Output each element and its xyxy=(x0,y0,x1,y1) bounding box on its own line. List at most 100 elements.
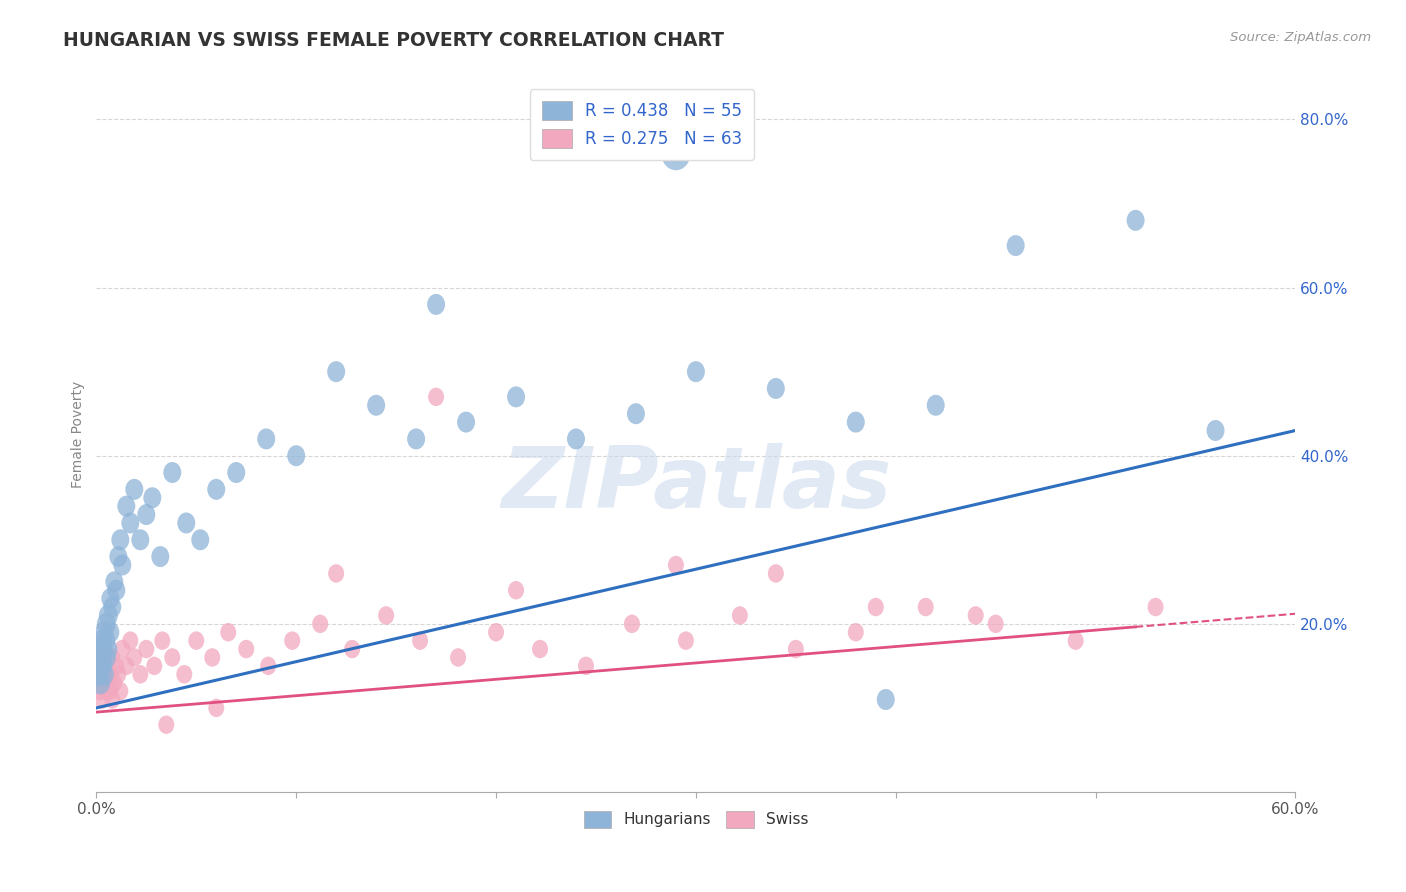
Ellipse shape xyxy=(848,623,863,641)
Ellipse shape xyxy=(104,648,121,666)
Ellipse shape xyxy=(450,648,465,666)
Ellipse shape xyxy=(1147,598,1164,616)
Ellipse shape xyxy=(91,655,110,677)
Ellipse shape xyxy=(105,571,124,592)
Text: HUNGARIAN VS SWISS FEMALE POVERTY CORRELATION CHART: HUNGARIAN VS SWISS FEMALE POVERTY CORREL… xyxy=(63,31,724,50)
Legend: Hungarians, Swiss: Hungarians, Swiss xyxy=(578,805,814,834)
Ellipse shape xyxy=(624,615,640,633)
Ellipse shape xyxy=(93,648,108,666)
Ellipse shape xyxy=(578,657,593,675)
Ellipse shape xyxy=(101,588,120,609)
Ellipse shape xyxy=(766,378,785,399)
Ellipse shape xyxy=(152,546,169,567)
Ellipse shape xyxy=(118,657,135,675)
Ellipse shape xyxy=(868,598,884,616)
Ellipse shape xyxy=(177,513,195,533)
Ellipse shape xyxy=(408,428,425,450)
Ellipse shape xyxy=(90,657,107,675)
Ellipse shape xyxy=(204,648,221,666)
Ellipse shape xyxy=(100,639,117,659)
Ellipse shape xyxy=(457,411,475,433)
Ellipse shape xyxy=(155,632,170,650)
Ellipse shape xyxy=(93,681,108,700)
Ellipse shape xyxy=(93,630,112,652)
Ellipse shape xyxy=(100,648,117,666)
Ellipse shape xyxy=(165,648,180,666)
Ellipse shape xyxy=(287,445,305,467)
Ellipse shape xyxy=(1007,235,1025,256)
Ellipse shape xyxy=(678,632,695,650)
Ellipse shape xyxy=(89,662,108,687)
Ellipse shape xyxy=(260,657,276,675)
Ellipse shape xyxy=(107,673,122,692)
Ellipse shape xyxy=(488,623,503,641)
Ellipse shape xyxy=(97,630,115,651)
Ellipse shape xyxy=(427,388,444,406)
Ellipse shape xyxy=(100,673,117,692)
Ellipse shape xyxy=(661,136,690,170)
Ellipse shape xyxy=(103,665,118,683)
Ellipse shape xyxy=(93,647,112,668)
Ellipse shape xyxy=(207,479,225,500)
Ellipse shape xyxy=(98,681,114,700)
Ellipse shape xyxy=(367,395,385,416)
Ellipse shape xyxy=(176,665,193,683)
Ellipse shape xyxy=(90,671,110,694)
Ellipse shape xyxy=(94,665,110,683)
Ellipse shape xyxy=(987,615,1004,633)
Text: Source: ZipAtlas.com: Source: ZipAtlas.com xyxy=(1230,31,1371,45)
Ellipse shape xyxy=(108,657,124,675)
Ellipse shape xyxy=(787,640,804,658)
Ellipse shape xyxy=(927,395,945,416)
Ellipse shape xyxy=(344,640,360,658)
Ellipse shape xyxy=(132,665,148,683)
Ellipse shape xyxy=(94,690,110,709)
Ellipse shape xyxy=(98,605,118,626)
Ellipse shape xyxy=(94,648,110,666)
Ellipse shape xyxy=(159,715,174,734)
Ellipse shape xyxy=(146,657,162,675)
Ellipse shape xyxy=(531,640,548,658)
Ellipse shape xyxy=(508,581,524,599)
Ellipse shape xyxy=(188,632,204,650)
Ellipse shape xyxy=(112,681,128,700)
Ellipse shape xyxy=(191,529,209,550)
Ellipse shape xyxy=(90,638,110,661)
Ellipse shape xyxy=(1067,632,1084,650)
Ellipse shape xyxy=(138,640,155,658)
Ellipse shape xyxy=(117,496,135,516)
Ellipse shape xyxy=(768,564,783,582)
Ellipse shape xyxy=(208,698,224,717)
Ellipse shape xyxy=(877,689,894,710)
Ellipse shape xyxy=(110,665,127,683)
Ellipse shape xyxy=(98,657,114,675)
Ellipse shape xyxy=(257,428,276,450)
Ellipse shape xyxy=(312,615,328,633)
Y-axis label: Female Poverty: Female Poverty xyxy=(72,381,86,488)
Ellipse shape xyxy=(967,607,984,624)
Ellipse shape xyxy=(733,607,748,624)
Ellipse shape xyxy=(93,654,112,678)
Ellipse shape xyxy=(127,648,142,666)
Ellipse shape xyxy=(378,607,394,624)
Ellipse shape xyxy=(1206,420,1225,441)
Ellipse shape xyxy=(90,673,107,692)
Ellipse shape xyxy=(121,513,139,533)
Ellipse shape xyxy=(627,403,645,425)
Ellipse shape xyxy=(94,621,114,643)
Ellipse shape xyxy=(97,640,112,658)
Ellipse shape xyxy=(238,640,254,658)
Ellipse shape xyxy=(508,386,524,408)
Ellipse shape xyxy=(114,640,131,658)
Ellipse shape xyxy=(328,361,344,382)
Ellipse shape xyxy=(107,580,125,600)
Ellipse shape xyxy=(143,487,162,508)
Ellipse shape xyxy=(427,293,446,315)
Ellipse shape xyxy=(125,479,143,500)
Ellipse shape xyxy=(111,529,129,550)
Ellipse shape xyxy=(228,462,245,483)
Ellipse shape xyxy=(89,645,108,670)
Ellipse shape xyxy=(103,681,118,700)
Ellipse shape xyxy=(688,361,704,382)
Ellipse shape xyxy=(284,632,301,650)
